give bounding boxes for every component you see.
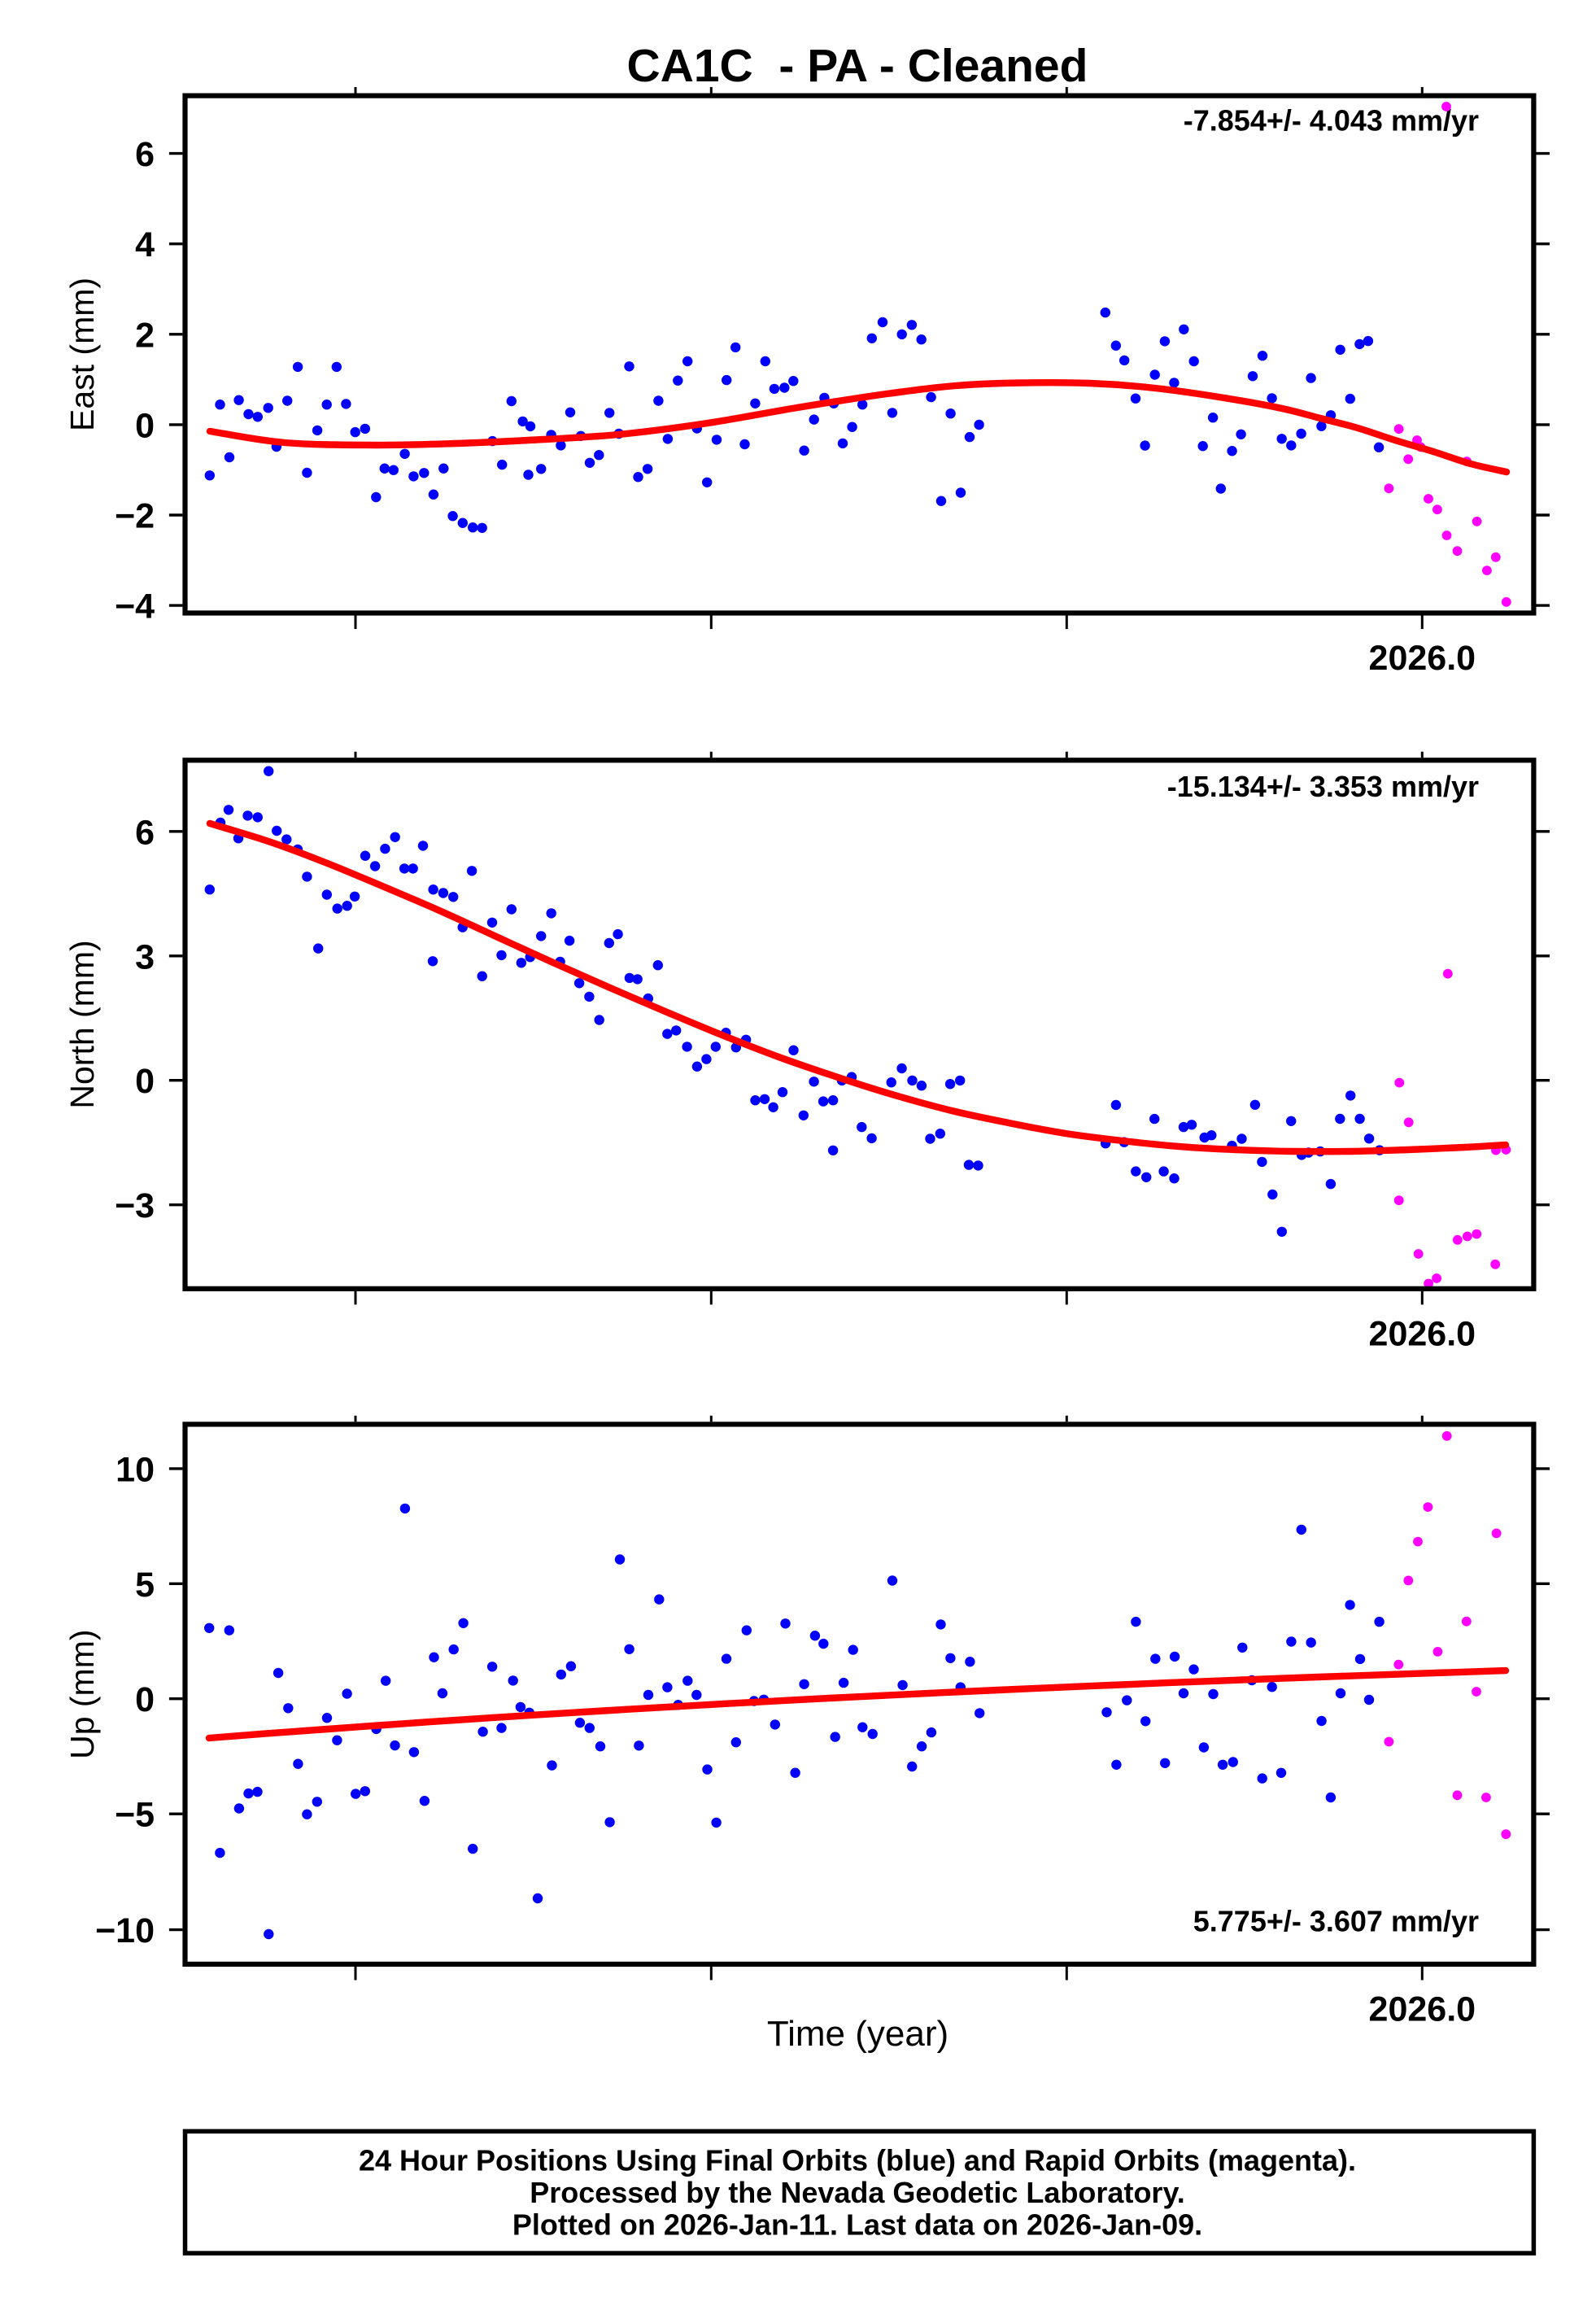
svg-text:Plotted on 2026-Jan-11. Last d: Plotted on 2026-Jan-11. Last data on 202… xyxy=(512,2208,1202,2242)
svg-text:0: 0 xyxy=(135,1680,155,1719)
svg-text:5.775+/- 3.607 mm/yr: 5.775+/- 3.607 mm/yr xyxy=(1193,1905,1479,1938)
svg-text:0: 0 xyxy=(135,406,155,445)
svg-text:−10: −10 xyxy=(95,1911,155,1950)
svg-text:24 Hour Positions Using Final: 24 Hour Positions Using Final Orbits (bl… xyxy=(359,2143,1356,2177)
svg-text:North (mm): North (mm) xyxy=(63,940,101,1108)
svg-text:2026.0: 2026.0 xyxy=(1369,639,1476,678)
svg-text:−5: −5 xyxy=(115,1796,155,1835)
svg-text:-7.854+/- 4.043 mm/yr: -7.854+/- 4.043 mm/yr xyxy=(1184,104,1479,138)
svg-text:6: 6 xyxy=(135,813,155,852)
svg-text:3: 3 xyxy=(135,937,155,976)
svg-text:0: 0 xyxy=(135,1062,155,1101)
svg-text:−4: −4 xyxy=(115,587,155,627)
svg-text:Time (year): Time (year) xyxy=(767,2014,948,2054)
svg-text:2026.0: 2026.0 xyxy=(1369,1315,1476,1354)
svg-text:4: 4 xyxy=(135,225,155,264)
svg-text:−2: −2 xyxy=(115,497,155,536)
svg-text:−3: −3 xyxy=(115,1186,155,1225)
svg-text:5: 5 xyxy=(135,1566,155,1605)
svg-text:2026.0: 2026.0 xyxy=(1369,1990,1476,2029)
svg-text:East (mm): East (mm) xyxy=(63,277,101,431)
svg-text:-15.134+/- 3.353 mm/yr: -15.134+/- 3.353 mm/yr xyxy=(1167,770,1479,803)
svg-text:Processed by the Nevada Geodet: Processed by the Nevada Geodetic Laborat… xyxy=(530,2176,1185,2209)
svg-text:10: 10 xyxy=(116,1450,155,1489)
svg-text:2: 2 xyxy=(135,316,155,355)
svg-text:CA1C - PA - Cleaned: CA1C - PA - Cleaned xyxy=(627,40,1088,92)
svg-text:Up (mm): Up (mm) xyxy=(63,1629,101,1758)
svg-text:6: 6 xyxy=(135,135,155,174)
